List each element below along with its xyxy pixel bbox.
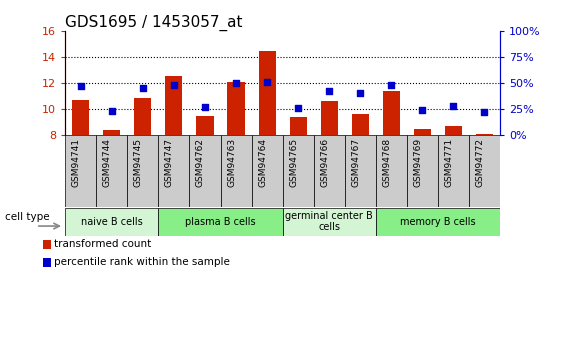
Bar xyxy=(383,91,400,135)
Text: GSM94741: GSM94741 xyxy=(72,138,81,187)
Bar xyxy=(345,135,375,207)
Bar xyxy=(375,208,500,236)
Point xyxy=(417,107,427,112)
Bar xyxy=(190,135,220,207)
Point xyxy=(139,85,148,91)
Text: GSM94762: GSM94762 xyxy=(196,138,205,187)
Bar xyxy=(407,135,438,207)
Text: GSM94763: GSM94763 xyxy=(227,138,236,187)
Bar xyxy=(314,135,345,207)
Text: GSM94764: GSM94764 xyxy=(258,138,267,187)
Bar xyxy=(103,130,120,135)
Point xyxy=(107,108,116,114)
Bar xyxy=(228,81,245,135)
Bar xyxy=(290,117,307,135)
Point xyxy=(76,83,85,89)
Point xyxy=(294,105,303,110)
Text: germinal center B
cells: germinal center B cells xyxy=(285,211,373,233)
Point xyxy=(324,88,333,94)
Text: GSM94767: GSM94767 xyxy=(351,138,360,187)
Text: naive B cells: naive B cells xyxy=(81,217,143,227)
Bar xyxy=(158,135,190,207)
Bar xyxy=(72,100,89,135)
Bar xyxy=(320,101,337,135)
Bar xyxy=(158,208,283,236)
Text: GSM94768: GSM94768 xyxy=(382,138,391,187)
Text: memory B cells: memory B cells xyxy=(400,217,475,227)
Bar xyxy=(445,126,462,135)
Bar xyxy=(197,117,214,135)
Bar xyxy=(127,135,158,207)
Bar xyxy=(65,208,158,236)
Bar xyxy=(283,208,375,236)
Text: cell type: cell type xyxy=(5,212,50,222)
Text: plasma B cells: plasma B cells xyxy=(185,217,256,227)
Point xyxy=(356,90,365,96)
Bar xyxy=(375,135,407,207)
Bar xyxy=(252,135,283,207)
Bar xyxy=(65,135,97,207)
Text: GSM94747: GSM94747 xyxy=(165,138,174,187)
Text: GSM94744: GSM94744 xyxy=(103,138,112,187)
Point xyxy=(232,80,241,86)
Text: GSM94769: GSM94769 xyxy=(414,138,422,187)
Text: GDS1695 / 1453057_at: GDS1695 / 1453057_at xyxy=(65,15,243,31)
Point xyxy=(387,82,396,88)
Bar xyxy=(165,76,182,135)
Bar xyxy=(283,135,314,207)
Bar xyxy=(469,135,500,207)
Bar xyxy=(220,135,252,207)
Text: GSM94771: GSM94771 xyxy=(444,138,453,187)
Bar xyxy=(43,258,51,267)
Bar xyxy=(258,51,275,135)
Bar xyxy=(438,135,469,207)
Point xyxy=(262,79,272,85)
Text: percentile rank within the sample: percentile rank within the sample xyxy=(54,257,230,267)
Text: GSM94766: GSM94766 xyxy=(320,138,329,187)
Bar xyxy=(476,134,493,135)
Text: transformed count: transformed count xyxy=(54,239,152,249)
Text: GSM94772: GSM94772 xyxy=(475,138,485,187)
Bar xyxy=(352,115,369,135)
Bar xyxy=(135,98,152,135)
Text: GSM94765: GSM94765 xyxy=(289,138,298,187)
Point xyxy=(449,103,458,108)
Text: GSM94745: GSM94745 xyxy=(134,138,143,187)
Bar xyxy=(43,240,51,249)
Bar xyxy=(414,129,431,135)
Point xyxy=(169,82,178,88)
Bar xyxy=(97,135,127,207)
Point xyxy=(480,109,489,115)
Point xyxy=(201,104,210,109)
